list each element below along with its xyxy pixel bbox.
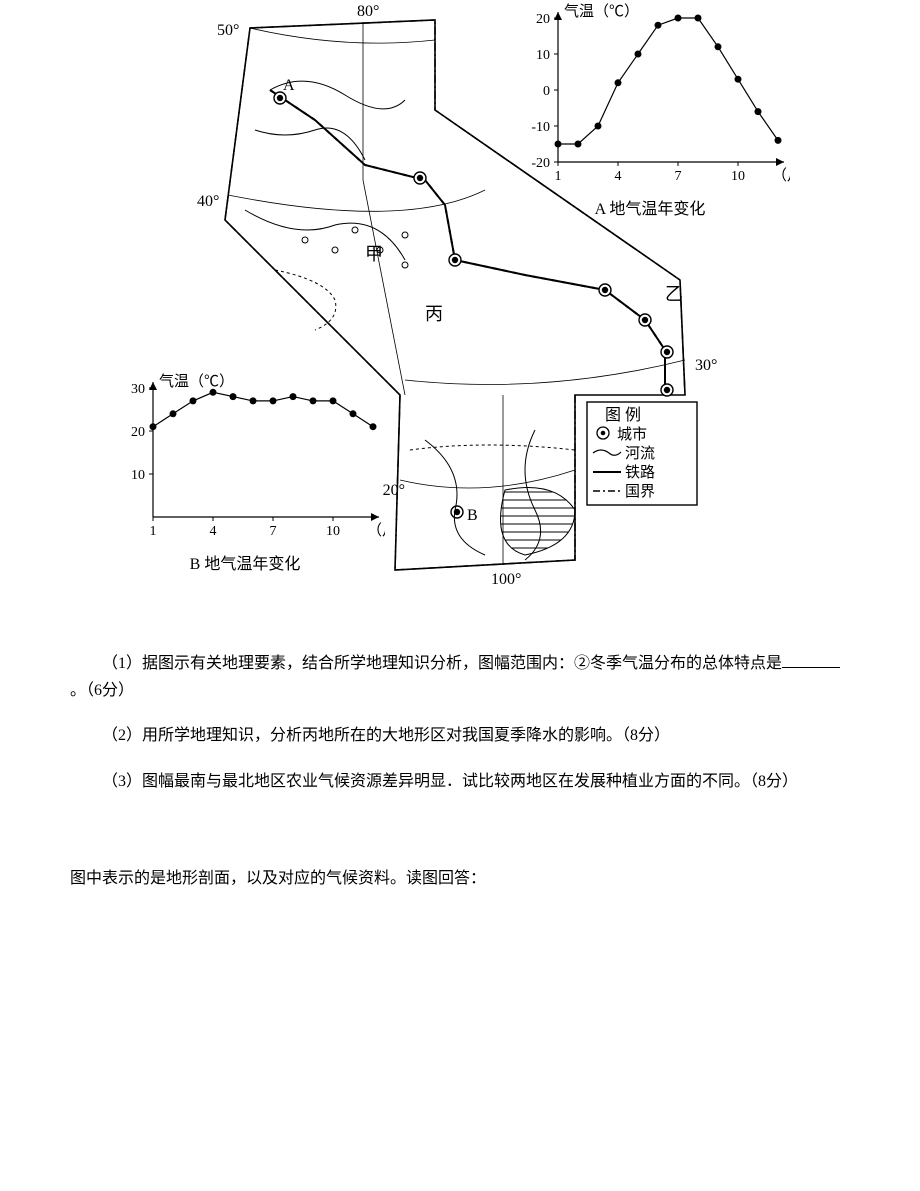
legend-label-city: 城市 [617,426,647,443]
svg-text:10: 10 [131,468,145,483]
svg-text:1: 1 [150,524,157,539]
lon-100-label: 100° [491,571,521,588]
svg-text:0: 0 [543,84,550,99]
legend-title: 图 例 [605,406,641,424]
svg-text:-20: -20 [531,156,550,171]
map-label-b: B [467,507,478,524]
map-label-yi: 乙 [665,284,683,304]
svg-text:10: 10 [326,524,340,539]
extra-line: 图中表示的是地形剖面，以及对应的气候资料。读图回答： [70,865,850,892]
svg-text:-10: -10 [531,120,550,135]
legend-label-river: 河流 [625,445,655,462]
questions-block: （1）据图示有关地理要素，结合所学地理知识分析，图幅范围内：②冬季气温分布的总体… [70,650,850,795]
svg-text:10: 10 [731,169,745,184]
map-legend: 图 例 城市 河流 铁路 [587,402,697,505]
legend-label-rail: 铁路 [625,464,655,481]
svg-text:7: 7 [270,524,277,539]
lat-20-label: 20° [383,482,405,499]
legend-label-border: 国界 [625,483,655,500]
svg-text:（月）: （月） [367,522,385,539]
question-2: （2）用所学地理知识，分析丙地所在的大地形区对我国夏季降水的影响。（8分） [70,722,850,749]
svg-text:7: 7 [675,169,682,184]
lat-30-label: 30° [695,357,717,374]
chart-b-subtitle: B 地气温年变化 [105,550,385,574]
question-3: （3）图幅最南与最北地区农业气候资源差异明显．试比较两地区在发展种植业方面的不同… [70,768,850,795]
map-label-bing: 丙 [425,304,443,324]
svg-text:气温（℃）: 气温（℃） [159,373,234,390]
figure-area: 80° 100° 50° 40° 30° 20° A B 甲 乙 丙 图 例 [105,0,885,590]
map-label-a: A [283,77,295,94]
svg-text:气温（℃）: 气温（℃） [564,3,639,20]
chart-a: -20 -10 0 10 20 1 4 7 10 气温（℃） （月） A 地气温年变化 [510,0,790,219]
svg-text:1: 1 [555,169,562,184]
svg-text:（月）: （月） [772,167,790,184]
chart-b: 10 20 30 1 4 7 10 气温（℃） （月） B 地气温年变化 [105,370,385,574]
svg-text:30: 30 [131,382,145,397]
svg-text:20: 20 [131,425,145,440]
svg-text:20: 20 [536,12,550,27]
lat-50-label: 50° [217,22,239,39]
question-1-pre: （1）据图示有关地理要素，结合所学地理知识分析，图幅范围内：②冬季气温分布的总体… [102,655,782,672]
page: 80° 100° 50° 40° 30° 20° A B 甲 乙 丙 图 例 [0,0,920,1191]
svg-text:4: 4 [615,169,622,184]
question-1: （1）据图示有关地理要素，结合所学地理知识分析，图幅范围内：②冬季气温分布的总体… [70,650,850,704]
question-1-post: 。（6分） [70,682,134,699]
svg-text:4: 4 [210,524,217,539]
blank-fill [782,651,840,668]
chart-a-subtitle: A 地气温年变化 [510,195,790,219]
map-label-jia: 甲 [365,244,383,264]
svg-text:10: 10 [536,48,550,63]
lat-40-label: 40° [197,193,219,210]
lon-80-label: 80° [357,3,379,20]
